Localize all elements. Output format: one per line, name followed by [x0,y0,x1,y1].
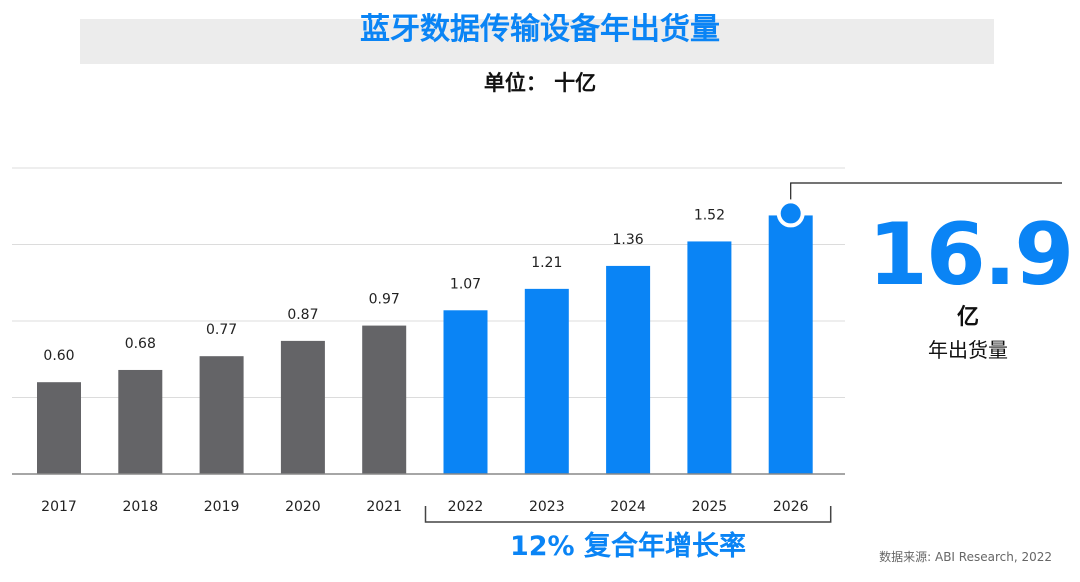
x-tick-label: 2019 [204,499,240,515]
x-tick-label: 2018 [122,499,158,515]
bar-2019 [199,356,244,474]
data-label: 1.52 [694,207,725,223]
source-note: 数据来源: ABI Research, 2022 [879,550,1052,564]
x-tick-label: 2017 [41,499,77,515]
highlight-value: 16.9 [868,205,1074,305]
data-label: 0.97 [369,292,400,308]
x-tick-label: 2023 [529,499,565,515]
bar-2022 [443,310,488,474]
callout-marker [776,199,805,228]
bar-2020 [280,340,325,474]
x-tick-label: 2022 [448,499,484,515]
data-label: 0.87 [287,307,318,323]
data-label: 0.68 [125,336,156,352]
highlight-caption: 年出货量 [928,338,1008,362]
chart-title: 蓝牙数据传输设备年出货量 [360,12,720,47]
x-tick-label: 2026 [773,499,809,515]
x-tick-label: 2024 [610,499,646,515]
x-tick-label: 2020 [285,499,321,515]
callout-leader-line [790,182,1062,208]
bar-2021 [362,325,407,474]
bar-2025 [687,241,732,474]
bar-2024 [606,265,651,474]
bar-2026 [768,215,813,474]
data-label: 1.21 [531,255,562,271]
data-label: 1.07 [450,276,481,292]
data-label: 0.77 [206,322,237,338]
bar-2017 [37,382,81,474]
forecast-bracket [424,506,832,523]
cagr-label: 12% 复合年增长率 [509,531,747,562]
bar-2023 [524,288,569,474]
highlight-unit: 亿 [956,305,979,330]
x-tick-label: 2021 [366,499,402,515]
x-tick-label: 2025 [692,499,728,515]
unit-label: 单位： 十亿 [483,71,597,95]
title-band [80,19,994,64]
bar-2018 [118,369,163,474]
data-label: 1.36 [613,232,644,248]
data-label: 0.60 [43,348,74,364]
